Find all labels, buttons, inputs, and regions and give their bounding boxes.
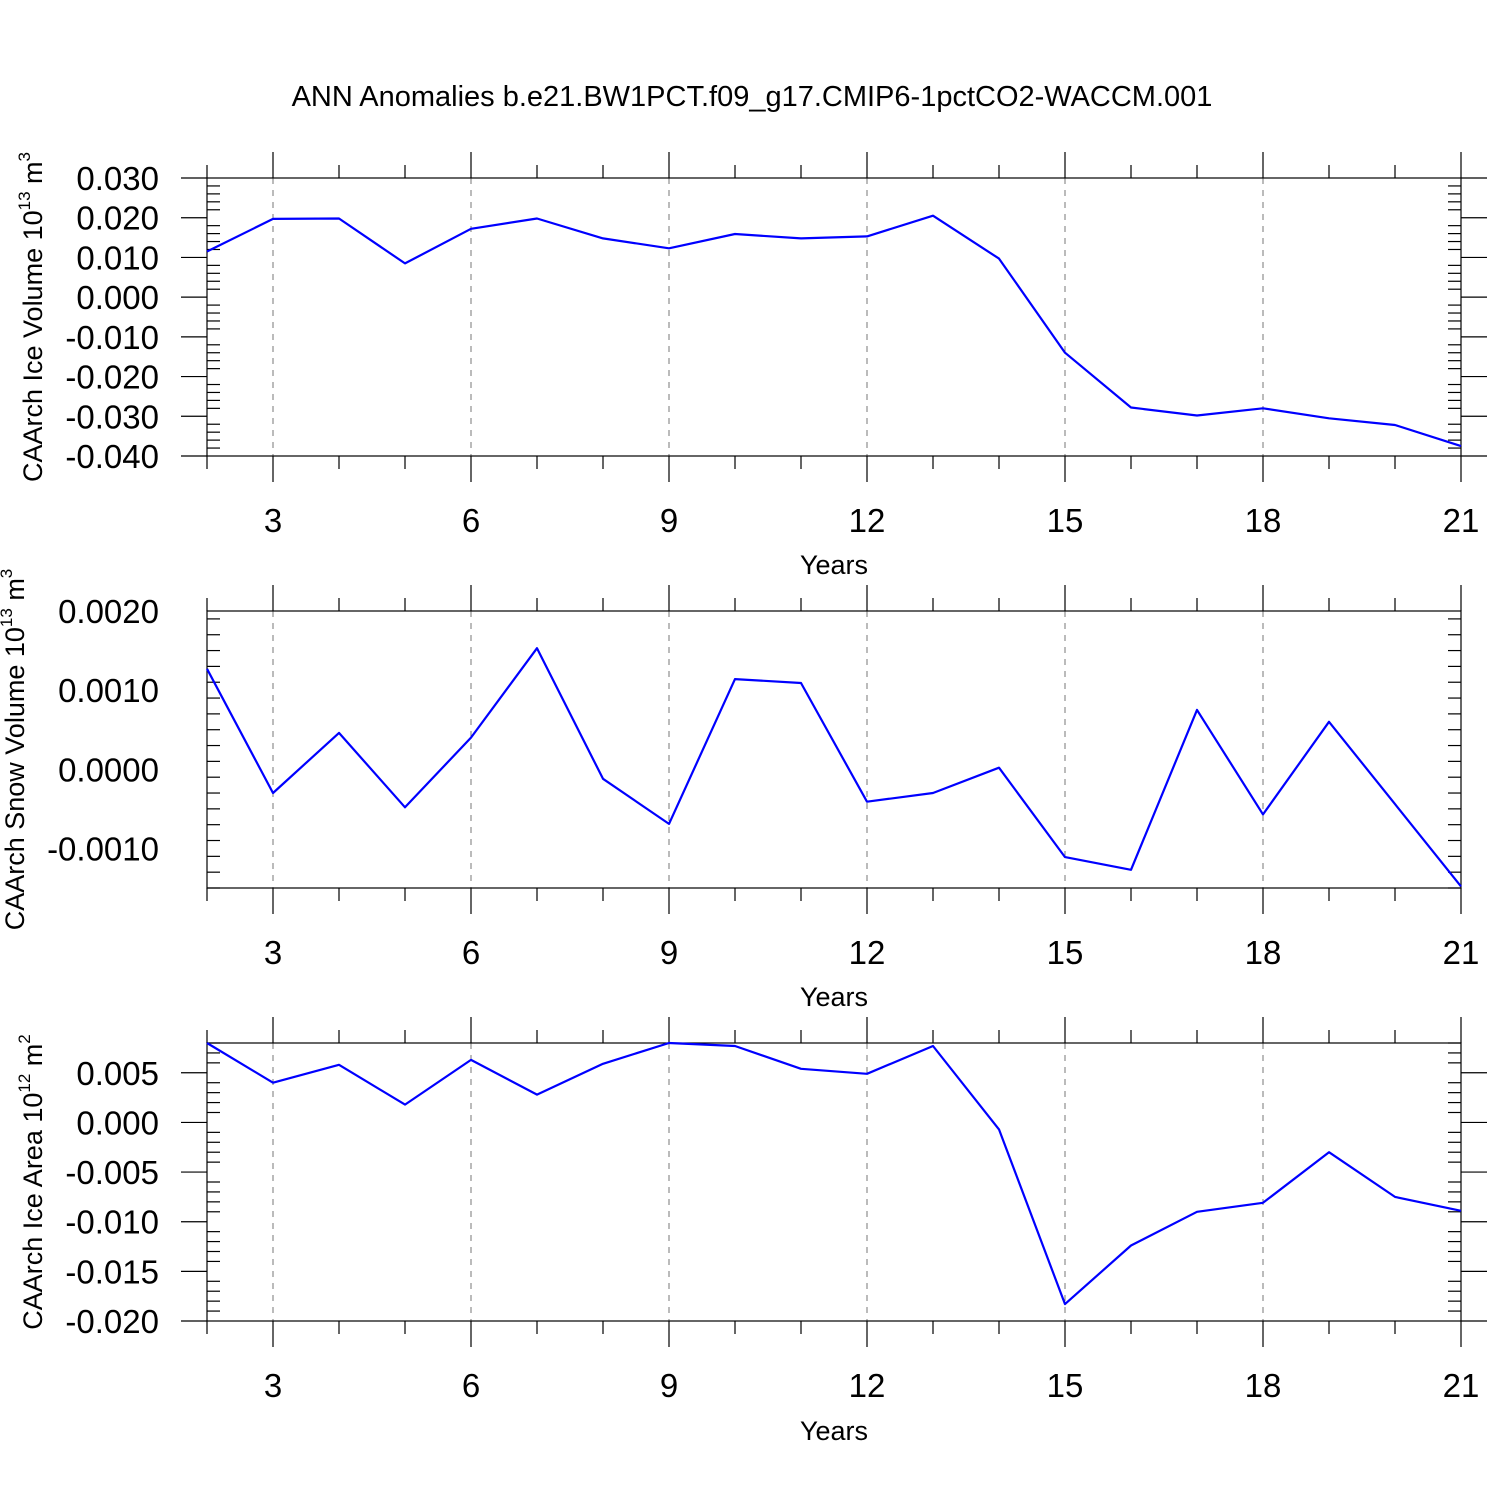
x-tick-label: 12	[849, 502, 886, 539]
y-tick-label: -0.005	[65, 1154, 159, 1191]
x-tick-label: 9	[660, 502, 678, 539]
x-tick-label: 3	[264, 934, 282, 971]
y-tick-label: -0.010	[65, 1204, 159, 1241]
y-tick-label: -0.040	[65, 438, 159, 475]
y-tick-label: -0.0010	[47, 830, 159, 867]
x-tick-label: 6	[462, 934, 480, 971]
y-axis-label: CAArch Ice Volume 1013 m3	[15, 152, 48, 482]
x-tick-label: 3	[264, 1367, 282, 1404]
x-tick-label: 9	[660, 1367, 678, 1404]
x-axis-label: Years	[800, 1416, 868, 1446]
y-axis-label: CAArch Snow Volume 1013 m3	[0, 569, 30, 931]
x-tick-label: 15	[1047, 502, 1084, 539]
y-tick-label: 0.0010	[58, 672, 159, 709]
x-tick-label: 9	[660, 934, 678, 971]
panel-ice-volume: 3 6 9 12 15 18 210.0300.0200.0100.000-0.010-0.…	[15, 152, 1487, 580]
y-tick-label: 0.005	[76, 1055, 159, 1092]
y-tick-label: 0.0020	[58, 593, 159, 630]
x-tick-label: 18	[1245, 1367, 1282, 1404]
y-tick-label: 0.010	[76, 239, 159, 276]
x-tick-label: 15	[1047, 934, 1084, 971]
chart-title: ANN Anomalies b.e21.BW1PCT.f09_g17.CMIP6…	[292, 81, 1213, 113]
y-tick-label: -0.030	[65, 398, 159, 435]
plot-frame	[206, 610, 1462, 889]
x-tick-label: 18	[1245, 502, 1282, 539]
y-tick-label: 0.020	[76, 200, 159, 237]
series-line	[206, 647, 1462, 888]
x-tick-label: 18	[1245, 934, 1282, 971]
panel-snow-volume: 3 6 9 12 15 18 21 0.0020 0.0010 0.0000 -0.0010 Year…	[0, 569, 1479, 1012]
x-tick-label: 12	[849, 1367, 886, 1404]
panel-ice-area: 3 6 9 12 15 18 21 0.005 0.000 -0.005 -0.010 -0.015 -…	[15, 1017, 1487, 1446]
plot-frame	[206, 1042, 1462, 1322]
y-tick-label: -0.015	[65, 1253, 159, 1290]
x-tick-label: 6	[462, 1367, 480, 1404]
series-line	[206, 1041, 1462, 1306]
x-axis-label: Years	[800, 982, 868, 1012]
y-tick-label: -0.020	[65, 1303, 159, 1340]
y-tick-label: -0.010	[65, 319, 159, 356]
x-tick-label: 15	[1047, 1367, 1084, 1404]
plot-frame	[206, 177, 1462, 457]
x-axis-label: Years	[800, 550, 868, 580]
y-tick-label: 0.000	[76, 279, 159, 316]
y-tick-label: 0.000	[76, 1104, 159, 1141]
y-tick-label: 0.030	[76, 160, 159, 197]
x-tick-label: 21	[1443, 502, 1480, 539]
x-tick-label: 21	[1443, 1367, 1480, 1404]
y-axis-label: CAArch Ice Area 1012 m2	[15, 1034, 48, 1330]
y-tick-label: 0.0000	[58, 751, 159, 788]
x-tick-label: 21	[1443, 934, 1480, 971]
y-tick-label: -0.020	[65, 359, 159, 396]
series-line	[206, 214, 1462, 448]
x-tick-label: 6	[462, 502, 480, 539]
x-tick-label: 3	[264, 502, 282, 539]
x-tick-label: 12	[849, 934, 886, 971]
